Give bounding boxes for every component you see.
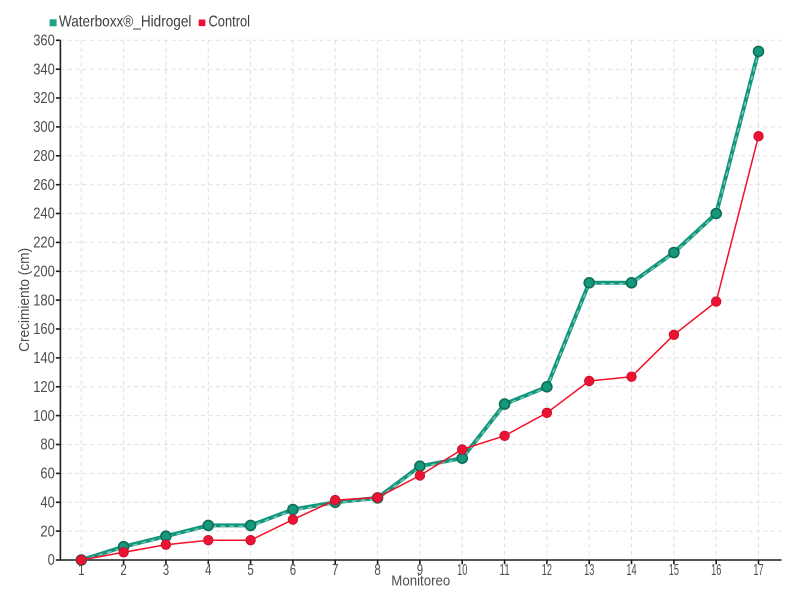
svg-text:240: 240 <box>33 206 55 223</box>
svg-text:11: 11 <box>500 562 510 579</box>
svg-text:300: 300 <box>33 119 55 136</box>
svg-text:180: 180 <box>33 292 55 309</box>
svg-text:280: 280 <box>33 148 55 165</box>
svg-text:Crecimiento (cm): Crecimiento (cm) <box>16 248 33 352</box>
svg-text:6: 6 <box>290 562 297 579</box>
svg-text:100: 100 <box>33 408 55 425</box>
svg-text:7: 7 <box>332 562 338 579</box>
svg-text:5: 5 <box>247 562 254 579</box>
svg-text:2: 2 <box>120 562 126 579</box>
svg-text:17: 17 <box>753 562 763 579</box>
svg-text:120: 120 <box>33 379 55 396</box>
svg-text:320: 320 <box>33 90 55 107</box>
svg-text:220: 220 <box>33 235 55 252</box>
svg-text:Waterboxx®_Hidrogel: Waterboxx®_Hidrogel <box>59 13 192 30</box>
svg-text:Control: Control <box>209 13 251 30</box>
svg-text:15: 15 <box>669 562 679 579</box>
svg-text:16: 16 <box>711 562 721 579</box>
svg-text:8: 8 <box>374 562 381 579</box>
svg-text:1: 1 <box>78 562 85 579</box>
svg-text:Monitoreo: Monitoreo <box>391 572 450 589</box>
svg-text:12: 12 <box>542 562 552 579</box>
svg-text:0: 0 <box>48 552 55 569</box>
svg-text:80: 80 <box>40 437 55 454</box>
svg-text:60: 60 <box>40 466 55 483</box>
svg-text:13: 13 <box>584 562 594 579</box>
svg-text:3: 3 <box>163 562 170 579</box>
svg-text:14: 14 <box>626 562 636 579</box>
svg-text:260: 260 <box>33 177 55 194</box>
svg-text:40: 40 <box>40 495 55 512</box>
svg-text:4: 4 <box>205 562 212 579</box>
svg-text:200: 200 <box>33 264 55 281</box>
svg-text:160: 160 <box>33 321 55 338</box>
svg-text:360: 360 <box>33 33 55 50</box>
svg-text:10: 10 <box>457 562 467 579</box>
svg-text:9: 9 <box>417 562 424 579</box>
svg-text:20: 20 <box>40 523 55 540</box>
svg-text:340: 340 <box>33 61 55 78</box>
svg-text:140: 140 <box>33 350 55 367</box>
